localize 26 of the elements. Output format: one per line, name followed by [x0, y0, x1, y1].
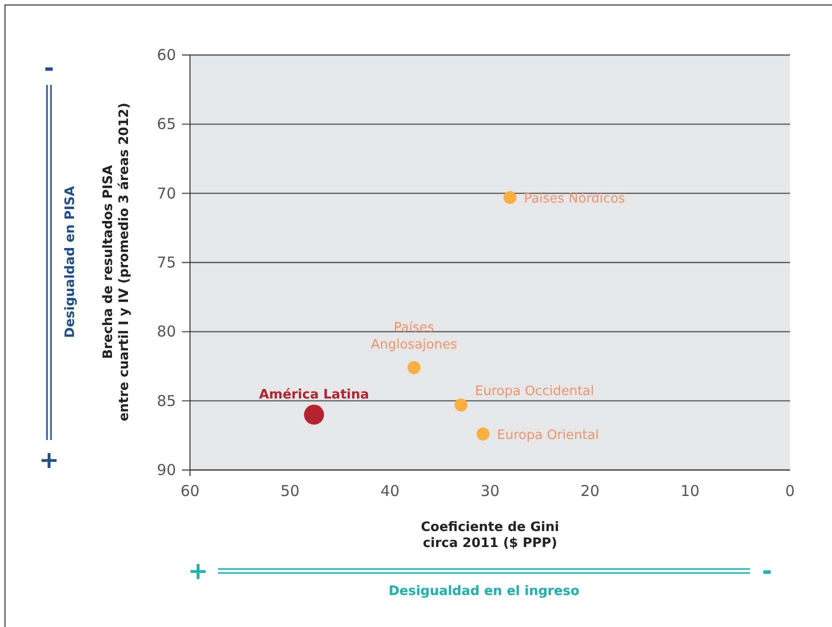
series-label: América Latina [258, 388, 370, 403]
x-tick-label: 50 [280, 482, 300, 500]
x-tick-label: 20 [580, 482, 600, 500]
text: - [44, 54, 54, 82]
text: Desigualdad en PISA [63, 186, 78, 338]
x-tick-label: 60 [180, 482, 200, 500]
x-tick-label: 40 [380, 482, 400, 500]
text: + [188, 557, 208, 585]
x-tick-label: 0 [785, 482, 795, 500]
series-label: Europa Oriental [497, 428, 599, 444]
text: Desigualdad en el ingreso [388, 584, 580, 599]
series-label: Europa Occidental [475, 384, 594, 399]
y-tick-label: 70 [156, 184, 176, 202]
x-axis-title: Coeficiente de Gini circa 2011 ($ PPP) [420, 520, 560, 551]
y-tick-label: 65 [156, 115, 176, 134]
y-tick-label: 75 [156, 254, 176, 272]
x-tick-label: 30 [480, 482, 500, 500]
x-tick-label: 10 [680, 482, 700, 500]
y-tick-label: 60 [156, 46, 176, 64]
text: - [762, 557, 772, 585]
y-axis-title: Brecha de resultados PISA entre cuartil I y IV (promedio 3 áreas 2012) [101, 102, 132, 422]
y-tick-label: 80 [156, 322, 176, 341]
y-tick-label: 90 [156, 461, 176, 479]
y-tick-label: 85 [156, 392, 176, 410]
series-label: Países Nórdicos [524, 191, 626, 206]
text: + [38, 446, 60, 474]
